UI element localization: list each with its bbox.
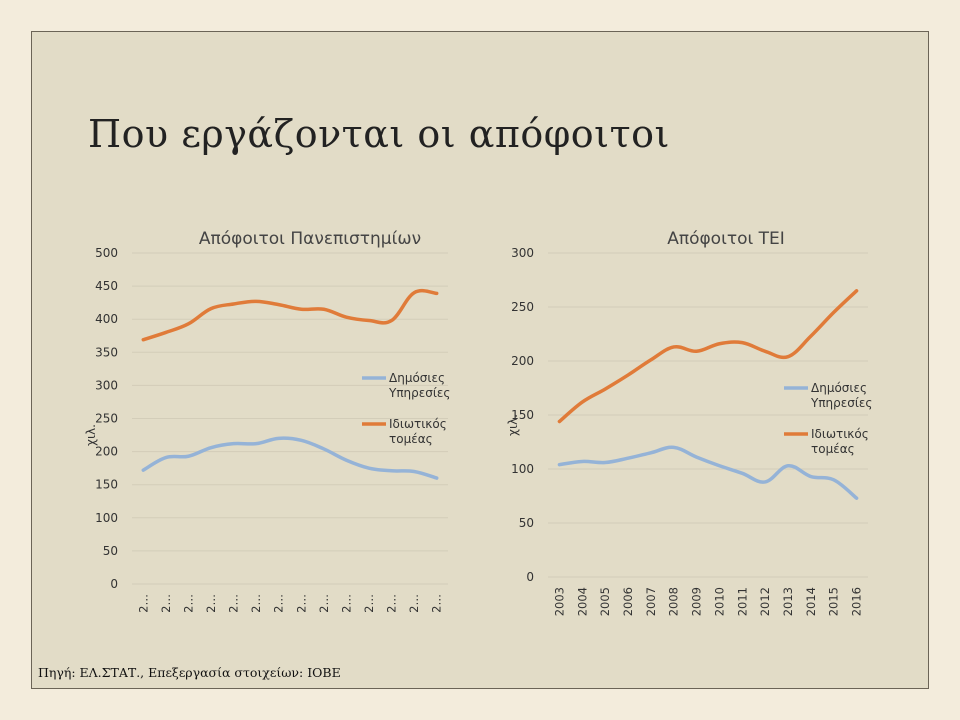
y-tick-label: 200 <box>511 354 534 368</box>
y-tick-label: 250 <box>95 412 118 426</box>
x-tick-label: 2… <box>136 594 150 613</box>
x-tick-label: 2… <box>227 594 241 613</box>
data-point <box>741 472 744 475</box>
data-point <box>695 350 698 353</box>
data-point <box>672 345 675 348</box>
legend-label: Ιδιωτικός τομέας <box>811 427 869 456</box>
series-line-public <box>557 445 859 500</box>
y-tick-label: 100 <box>511 462 534 476</box>
data-point <box>695 456 698 459</box>
y-tick-label: 350 <box>95 345 118 359</box>
x-tick-label: 2007 <box>644 587 658 616</box>
data-point <box>764 480 767 483</box>
x-tick-label: 2008 <box>667 587 681 616</box>
x-tick-label: 2013 <box>781 587 795 616</box>
x-tick-label: 2010 <box>712 587 726 616</box>
x-tick-label: 2016 <box>850 587 864 616</box>
data-point <box>741 341 744 344</box>
x-tick-label: 2… <box>430 594 444 613</box>
y-tick-label: 300 <box>511 246 534 260</box>
y-tick-label: 400 <box>95 312 118 326</box>
slide-title: Που εργάζονται οι απόφοιτοι <box>88 112 670 156</box>
chart-title: Απόφοιτοι ΤΕΙ <box>667 229 785 249</box>
data-point <box>672 446 675 449</box>
x-tick-label: 2011 <box>735 587 749 616</box>
x-tick-label: 2… <box>339 594 353 613</box>
x-tick-label: 2… <box>385 594 399 613</box>
series-line-private <box>557 289 859 424</box>
y-tick-label: 150 <box>95 478 118 492</box>
x-tick-label: 2… <box>317 594 331 613</box>
y-axis-label: χιλ. <box>84 424 98 446</box>
y-tick-label: 0 <box>526 570 534 584</box>
x-tick-label: 2004 <box>575 587 589 616</box>
x-tick-label: 2005 <box>598 587 612 616</box>
x-tick-label: 2… <box>407 594 421 613</box>
data-point <box>718 464 721 467</box>
y-tick-label: 100 <box>95 511 118 525</box>
data-point <box>604 388 607 391</box>
y-tick-label: 50 <box>519 516 534 530</box>
source-note: Πηγή: ΕΛ.ΣΤΑΤ., Επεξεργασία στοιχείων: Ι… <box>38 665 341 680</box>
data-point <box>787 464 790 467</box>
x-tick-label: 2006 <box>621 587 635 616</box>
data-point <box>764 350 767 353</box>
y-tick-label: 500 <box>95 246 118 260</box>
data-point <box>832 478 835 481</box>
data-point <box>855 497 858 500</box>
x-tick-label: 2012 <box>758 587 772 616</box>
x-tick-label: 2… <box>181 594 195 613</box>
y-tick-label: 50 <box>103 544 118 558</box>
x-tick-label: 2009 <box>690 587 704 616</box>
x-tick-label: 2014 <box>804 587 818 616</box>
chart-title: Απόφοιτοι Πανεπιστημίων <box>199 229 421 249</box>
data-point <box>627 457 630 460</box>
data-point <box>558 463 561 466</box>
y-tick-label: 150 <box>511 408 534 422</box>
y-tick-label: 300 <box>95 378 118 392</box>
legend-label: Δημόσιες Υπηρεσίες <box>810 381 872 410</box>
series-line-public <box>141 436 439 480</box>
series-line-private <box>141 288 439 342</box>
data-point <box>627 374 630 377</box>
y-tick-label: 0 <box>110 577 118 591</box>
data-point <box>809 475 812 478</box>
data-point <box>558 420 561 423</box>
data-point <box>581 460 584 463</box>
y-tick-label: 200 <box>95 445 118 459</box>
legend-label: Δημόσιες Υπηρεσίες <box>388 371 450 400</box>
x-tick-label: 2… <box>294 594 308 613</box>
x-tick-label: 2… <box>159 594 173 613</box>
data-point <box>787 355 790 358</box>
x-tick-label: 2015 <box>827 587 841 616</box>
data-point <box>809 335 812 338</box>
x-tick-label: 2… <box>362 594 376 613</box>
slide-frame <box>31 31 929 689</box>
data-point <box>649 451 652 454</box>
data-point <box>855 289 858 292</box>
data-point <box>832 311 835 314</box>
data-point <box>581 401 584 404</box>
data-point <box>604 461 607 464</box>
y-tick-label: 450 <box>95 279 118 293</box>
legend-label: Ιδιωτικός τομέας <box>389 417 447 446</box>
x-tick-label: 2003 <box>552 587 566 616</box>
x-tick-label: 2… <box>249 594 263 613</box>
y-axis-label: χιλ. <box>506 414 520 436</box>
x-tick-label: 2… <box>204 594 218 613</box>
data-point <box>649 358 652 361</box>
data-point <box>718 342 721 345</box>
y-tick-label: 250 <box>511 300 534 314</box>
x-tick-label: 2… <box>272 594 286 613</box>
